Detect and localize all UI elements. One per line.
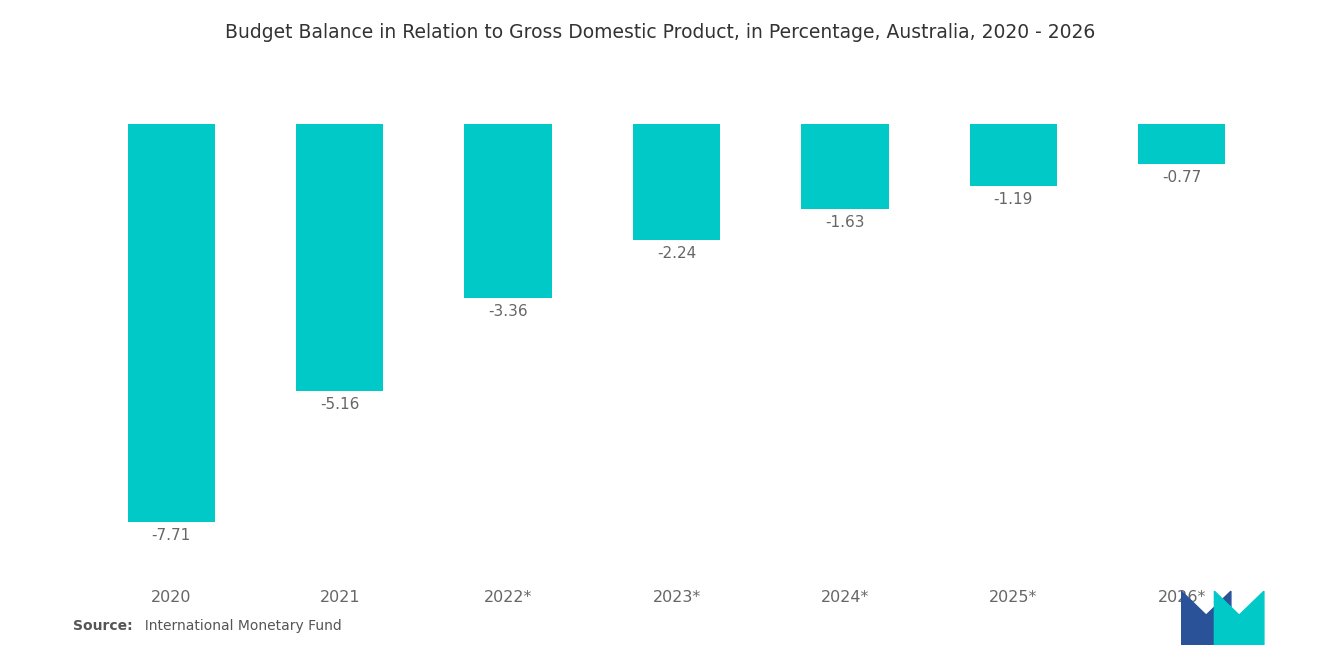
- Text: -7.71: -7.71: [152, 529, 191, 543]
- Text: -1.19: -1.19: [994, 192, 1034, 207]
- Text: -2.24: -2.24: [657, 246, 696, 261]
- Polygon shape: [1214, 591, 1263, 645]
- Bar: [1138, 124, 1225, 164]
- Text: Budget Balance in Relation to Gross Domestic Product, in Percentage, Australia, : Budget Balance in Relation to Gross Dome…: [224, 23, 1096, 43]
- Text: Source:: Source:: [73, 619, 132, 633]
- Bar: [296, 124, 384, 391]
- Polygon shape: [1181, 591, 1232, 645]
- Text: International Monetary Fund: International Monetary Fund: [136, 619, 342, 633]
- Text: -3.36: -3.36: [488, 304, 528, 319]
- Text: -1.63: -1.63: [825, 215, 865, 229]
- Bar: [128, 124, 215, 522]
- Bar: [465, 124, 552, 298]
- Bar: [632, 124, 721, 240]
- Text: -5.16: -5.16: [319, 397, 359, 412]
- Bar: [969, 124, 1057, 186]
- Text: -0.77: -0.77: [1162, 170, 1201, 186]
- Bar: [801, 124, 888, 209]
